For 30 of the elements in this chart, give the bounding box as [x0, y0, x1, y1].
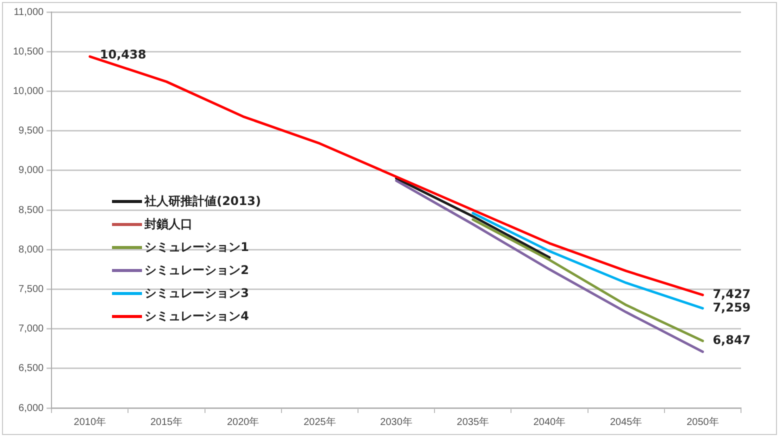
y-tick-label: 6,000 — [18, 402, 44, 414]
x-tick-label: 2035年 — [456, 416, 490, 428]
y-tick-label: 6,500 — [18, 363, 44, 374]
y-tick-label: 10,000 — [12, 86, 44, 97]
x-tick-label: 2010年 — [74, 416, 106, 428]
x-tick-label: 2015年 — [150, 416, 183, 428]
x-tick-label: 2025年 — [304, 416, 336, 428]
y-tick-label: 10,500 — [12, 46, 44, 58]
y-tick-label: 9,000 — [18, 165, 44, 176]
x-tick-label: 2050年 — [686, 416, 719, 428]
y-tick-label: 8,500 — [18, 204, 44, 216]
legend-label: 社人研推計値(2013) — [144, 193, 261, 210]
y-tick-label: 9,500 — [18, 126, 44, 137]
x-tick-label: 2040年 — [533, 416, 566, 428]
legend-label: シミュレーション1 — [144, 239, 249, 256]
legend-label: シミュレーション3 — [144, 285, 249, 302]
y-tick-label: 11,000 — [14, 6, 44, 18]
annotation: 10,438 — [100, 48, 146, 62]
y-tick-label: 7,000 — [18, 324, 44, 335]
x-tick-label: 2045年 — [610, 416, 642, 428]
annotation: 7,427 — [712, 287, 751, 302]
x-tick-label: 2020年 — [226, 416, 260, 428]
annotation: 7,259 — [712, 300, 751, 314]
legend-label: シミュレーション2 — [144, 262, 249, 279]
annotation: 6,847 — [712, 333, 751, 348]
legend-label: 封鎖人口 — [144, 216, 193, 233]
x-tick-label: 2030年 — [380, 416, 412, 428]
legend-label: シミュレーション4 — [144, 308, 249, 325]
y-tick-label: 7,500 — [18, 284, 44, 295]
y-tick-label: 8,000 — [18, 244, 44, 256]
